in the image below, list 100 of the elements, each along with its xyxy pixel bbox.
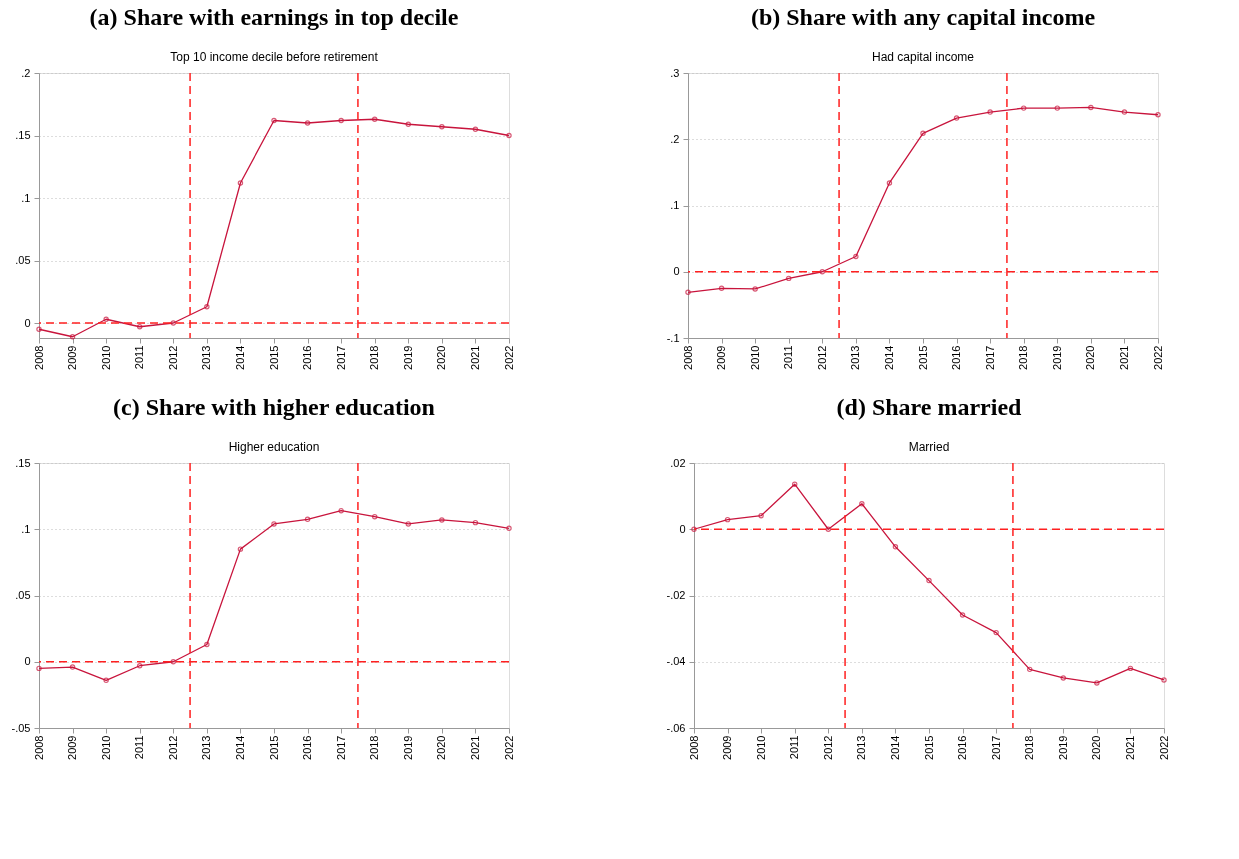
point [785, 275, 792, 282]
x-tick-label: 2018 [368, 735, 381, 760]
chart-title: (a) Share with earnings in top decile [89, 4, 459, 30]
chart-title: (d) Share married [836, 394, 1023, 420]
x-tick-label: 2019 [401, 345, 414, 370]
x-tick-label: 2013 [200, 735, 213, 760]
point [1094, 680, 1100, 686]
point [69, 334, 76, 340]
point [170, 320, 177, 326]
x-tick-label: 2011 [133, 345, 146, 370]
x-tick-label: 2012 [166, 735, 179, 760]
y-tick-label: -.06 [666, 721, 686, 734]
x-tick-label: 2011 [133, 735, 146, 760]
point [926, 577, 932, 584]
x-tick-label: 2020 [1084, 345, 1097, 370]
point [920, 130, 926, 136]
x-tick-label: 2010 [99, 735, 112, 760]
x-tick-label: 2016 [301, 735, 314, 760]
point [237, 546, 244, 552]
point [371, 116, 378, 122]
y-tick-label: .1 [21, 522, 31, 535]
y-tick-label: -.02 [666, 589, 686, 601]
point [1127, 665, 1134, 672]
x-tick-label: 2016 [301, 345, 314, 370]
x-tick-label: 2022 [502, 735, 515, 760]
point [204, 304, 210, 310]
x-tick-label: 2020 [435, 345, 448, 370]
point [405, 121, 412, 127]
x-tick-label: 2017 [989, 735, 1002, 760]
x-tick-label: 2010 [748, 345, 761, 370]
y-tick-label: .3 [670, 66, 680, 79]
x-tick-label: 2016 [950, 345, 963, 370]
x-tick-label: 2021 [1123, 735, 1136, 760]
point [1060, 675, 1067, 681]
point [371, 513, 378, 520]
point [170, 659, 177, 665]
point [987, 109, 993, 115]
x-tick-label: 2014 [882, 345, 895, 370]
x-tick-label: 2022 [1151, 345, 1164, 370]
x-tick-label: 2008 [681, 345, 694, 370]
x-tick-label: 2009 [715, 345, 728, 370]
point [136, 663, 143, 669]
x-tick-label: 2014 [888, 735, 901, 760]
point [304, 516, 311, 523]
x-tick-label: 2010 [99, 345, 112, 370]
x-tick-label: 2012 [821, 735, 834, 760]
point [338, 507, 344, 514]
x-tick-label: 2015 [267, 345, 280, 370]
x-tick-label: 2010 [754, 735, 767, 760]
x-tick-label: 2016 [956, 735, 969, 760]
x-tick-label: 2008 [32, 345, 45, 370]
y-tick-label: .05 [15, 254, 31, 266]
point [993, 629, 999, 636]
chart-subtitle: Had capital income [871, 50, 975, 64]
x-tick-label: 2012 [166, 345, 179, 370]
chart-title: (b) Share with any capital income [750, 4, 1096, 30]
x-tick-label: 2019 [401, 735, 414, 760]
x-tick-label: 2017 [334, 345, 347, 370]
y-tick-label: -.05 [11, 721, 31, 734]
point [819, 269, 826, 275]
point [752, 286, 758, 292]
point [886, 180, 893, 186]
y-tick-label: .1 [21, 191, 31, 204]
y-tick-label: 0 [24, 655, 31, 668]
x-tick-label: 2020 [1090, 735, 1103, 760]
x-tick-label: 2021 [468, 735, 481, 760]
x-tick-label: 2009 [721, 735, 734, 760]
y-tick-label: .15 [15, 456, 31, 469]
y-tick-label: .2 [21, 66, 31, 79]
x-tick-label: 2020 [435, 735, 448, 760]
point [439, 517, 445, 523]
point [271, 117, 277, 124]
point [1054, 105, 1061, 111]
x-tick-label: 2021 [468, 345, 481, 370]
point [1121, 109, 1128, 115]
chart-subtitle: Higher education [228, 440, 320, 454]
x-tick-label: 2021 [1117, 345, 1130, 370]
y-tick-label: 0 [679, 522, 686, 535]
point [724, 516, 731, 523]
x-tick-label: 2012 [815, 345, 828, 370]
point [825, 526, 832, 532]
point [718, 285, 725, 292]
x-tick-label: 2017 [983, 345, 996, 370]
point [959, 612, 966, 618]
point [136, 324, 143, 330]
point [204, 641, 210, 648]
point [758, 512, 764, 519]
point [892, 544, 899, 550]
x-tick-label: 2009 [66, 345, 79, 370]
x-tick-label: 2022 [1157, 735, 1170, 760]
point [103, 316, 109, 322]
chart-subtitle: Married [908, 440, 950, 454]
point [859, 501, 865, 507]
point [1026, 666, 1033, 673]
point [853, 253, 859, 260]
point [405, 521, 412, 527]
point [791, 481, 798, 487]
x-tick-label: 2013 [855, 735, 868, 760]
y-tick-label: 0 [673, 265, 680, 278]
point [1088, 104, 1094, 111]
